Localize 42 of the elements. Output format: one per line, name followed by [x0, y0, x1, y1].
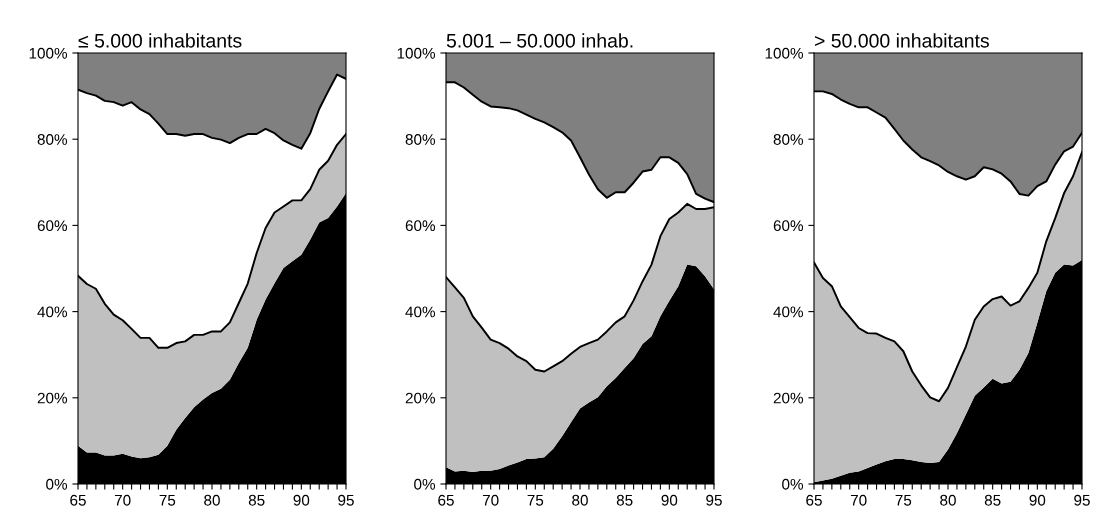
- y-tick-label: 40%: [773, 306, 804, 318]
- x-tick-label: 70: [482, 494, 499, 506]
- x-tick-label: 65: [806, 494, 822, 506]
- x-tick-label: 90: [1029, 494, 1046, 506]
- y-tick-label: 40%: [37, 306, 68, 318]
- x-tick-label: 65: [438, 494, 454, 506]
- y-tick-label: 60%: [773, 220, 804, 232]
- x-tick-label: 85: [616, 494, 633, 506]
- chart-title: ≤ 5.000 inhabitants: [78, 33, 242, 48]
- x-tick-label: 90: [293, 494, 310, 506]
- y-tick-label: 0%: [414, 478, 436, 490]
- y-tick-label: 100%: [765, 47, 804, 59]
- y-tick-label: 20%: [37, 392, 68, 404]
- y-tick-label: 100%: [397, 47, 436, 59]
- y-tick-label: 100%: [29, 47, 68, 59]
- x-tick-label: 85: [984, 494, 1001, 506]
- x-tick-label: 90: [661, 494, 678, 506]
- y-tick-label: 80%: [405, 134, 436, 145]
- y-tick-label: 60%: [405, 220, 436, 232]
- y-tick-label: 0%: [782, 478, 804, 490]
- x-tick-label: 65: [70, 494, 86, 506]
- x-tick-label: 95: [706, 494, 722, 506]
- x-tick-label: 80: [572, 494, 588, 506]
- y-tick-label: 40%: [405, 306, 436, 318]
- chart-title: 5.001 – 50.000 inhab.: [446, 33, 633, 48]
- y-tick-label: 20%: [405, 392, 436, 404]
- x-tick-label: 70: [114, 494, 131, 506]
- y-tick-label: 20%: [773, 392, 804, 404]
- chart-title: > 50.000 inhabitants: [814, 33, 989, 48]
- x-tick-label: 80: [940, 494, 956, 506]
- x-tick-label: 95: [1074, 494, 1090, 506]
- x-tick-label: 95: [338, 494, 354, 506]
- x-tick-label: 75: [895, 494, 912, 506]
- y-tick-label: 80%: [773, 134, 804, 145]
- x-tick-label: 70: [850, 494, 867, 506]
- x-tick-label: 75: [159, 494, 176, 506]
- y-tick-label: 0%: [46, 478, 68, 490]
- x-tick-label: 85: [248, 494, 265, 506]
- y-tick-label: 60%: [37, 220, 68, 232]
- y-tick-label: 80%: [37, 134, 68, 145]
- x-tick-label: 80: [204, 494, 220, 506]
- x-tick-label: 75: [527, 494, 544, 506]
